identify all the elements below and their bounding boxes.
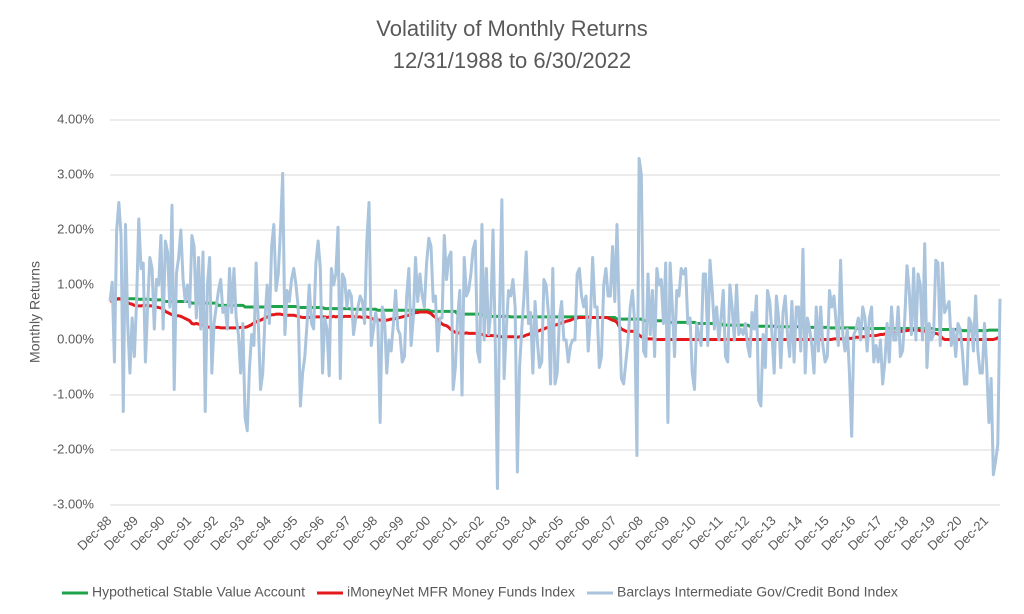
series-line <box>108 157 1002 490</box>
chart-subtitle: 12/31/1988 to 6/30/2022 <box>393 48 632 73</box>
y-tick-label: 3.00% <box>57 166 94 181</box>
y-tick-label: -1.00% <box>53 386 95 401</box>
legend: Hypothetical Stable Value Account iMoneyN… <box>62 584 898 600</box>
chart-title: Volatility of Monthly Returns <box>376 16 647 41</box>
legend-label: iMoneyNet MFR Money Funds Index <box>347 584 575 600</box>
y-tick-label: 1.00% <box>57 276 94 291</box>
y-tick-label: 2.00% <box>57 221 94 236</box>
y-axis-label: Monthly Returns <box>27 261 43 363</box>
y-tick-label: -2.00% <box>53 441 95 456</box>
y-tick-label: 4.00% <box>57 111 94 126</box>
legend-label: Barclays Intermediate Gov/Credit Bond In… <box>617 584 898 600</box>
y-tick-label: -3.00% <box>53 496 95 511</box>
y-tick-label: 0.00% <box>57 331 94 346</box>
legend-label: Hypothetical Stable Value Account <box>92 584 305 600</box>
